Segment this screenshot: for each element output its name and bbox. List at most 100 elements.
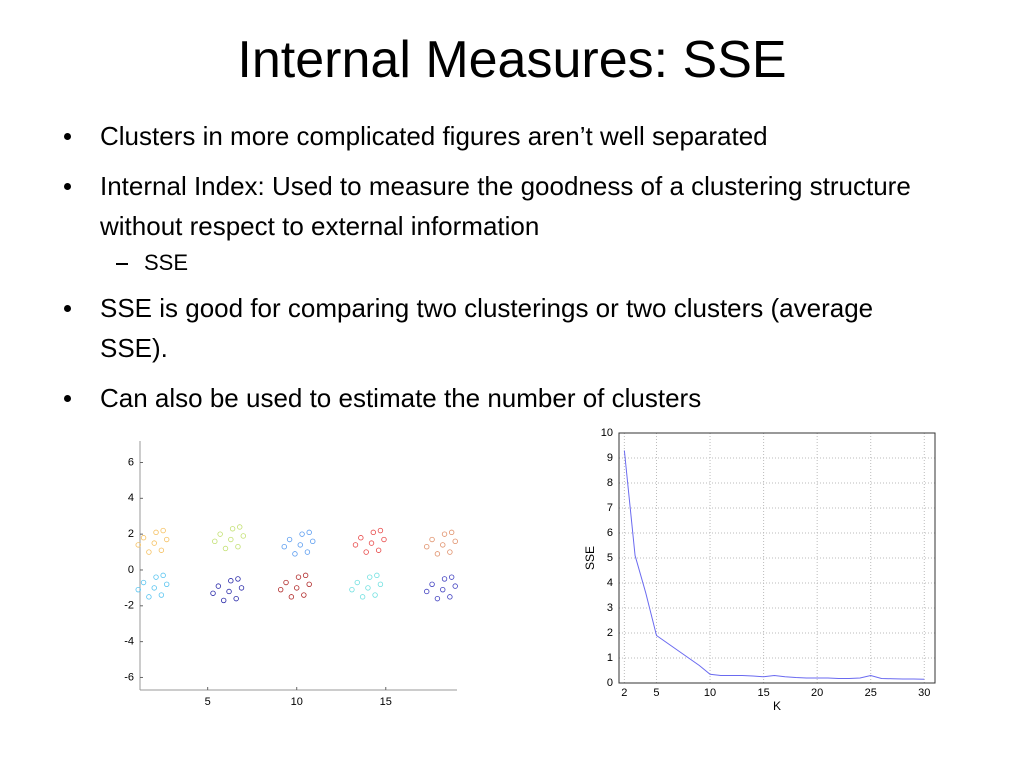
y-tick-label: -2 bbox=[124, 600, 134, 612]
point bbox=[447, 594, 453, 600]
x-tick-label: 10 bbox=[704, 687, 716, 699]
y-tick-label: -6 bbox=[124, 671, 134, 683]
point bbox=[352, 542, 359, 548]
bullet-text: Can also be used to estimate the number … bbox=[100, 383, 702, 413]
point bbox=[375, 547, 382, 553]
point bbox=[237, 524, 243, 530]
point bbox=[288, 594, 295, 600]
point bbox=[277, 586, 284, 593]
point bbox=[448, 574, 455, 580]
point bbox=[286, 536, 293, 543]
bullet-marker bbox=[64, 305, 71, 312]
x-tick-label: 25 bbox=[865, 687, 877, 699]
point bbox=[294, 585, 300, 591]
bullet-text: Internal Index: Used to measure the good… bbox=[100, 171, 911, 241]
y-tick-label: 0 bbox=[607, 677, 613, 689]
point bbox=[235, 543, 241, 550]
point bbox=[140, 579, 147, 586]
point bbox=[140, 535, 147, 541]
y-tick-label: 10 bbox=[601, 427, 613, 439]
point bbox=[377, 581, 384, 588]
point bbox=[359, 594, 366, 600]
point bbox=[447, 549, 453, 555]
bullet-text: Clusters in more complicated figures are… bbox=[100, 121, 768, 151]
point bbox=[215, 583, 222, 589]
point bbox=[229, 526, 236, 532]
x-tick-label: 30 bbox=[918, 687, 930, 699]
point bbox=[441, 576, 448, 582]
point bbox=[304, 549, 311, 555]
y-tick-label: -4 bbox=[124, 636, 134, 648]
y-tick-label: 5 bbox=[607, 552, 613, 564]
x-tick-label: 15 bbox=[380, 696, 392, 708]
point bbox=[310, 538, 316, 545]
point bbox=[358, 535, 364, 541]
sub-bullet: SSE bbox=[100, 248, 960, 278]
bullet-text: SSE is good for comparing two clustering… bbox=[100, 293, 874, 363]
point bbox=[153, 529, 159, 536]
point bbox=[440, 542, 446, 548]
sub-bullet-marker bbox=[116, 263, 128, 265]
y-tick-label: 8 bbox=[607, 477, 613, 489]
point bbox=[354, 579, 360, 586]
point bbox=[240, 533, 246, 539]
x-tick-label: 5 bbox=[653, 687, 659, 699]
point bbox=[146, 549, 152, 555]
point bbox=[424, 588, 430, 595]
bullet-item: Internal Index: Used to measure the good… bbox=[62, 166, 960, 278]
point bbox=[292, 551, 298, 557]
point bbox=[434, 595, 441, 602]
point bbox=[228, 578, 234, 584]
point bbox=[299, 531, 305, 537]
point bbox=[424, 543, 430, 550]
point bbox=[370, 529, 376, 536]
point bbox=[368, 540, 375, 546]
point bbox=[217, 531, 223, 537]
slide-title: Internal Measures: SSE bbox=[237, 31, 787, 89]
point bbox=[349, 586, 355, 593]
point bbox=[160, 527, 166, 534]
x-tick-label: 5 bbox=[205, 696, 211, 708]
bullet-list: Clusters in more complicated figures are… bbox=[62, 116, 962, 428]
bullet-item: SSE is good for comparing two clustering… bbox=[62, 288, 900, 368]
point bbox=[381, 536, 387, 543]
y-tick-label: 2 bbox=[607, 627, 613, 639]
point bbox=[151, 540, 157, 546]
point bbox=[210, 590, 216, 596]
x-tick-label: 15 bbox=[757, 687, 769, 699]
point bbox=[429, 581, 435, 588]
point bbox=[374, 572, 380, 579]
point bbox=[372, 592, 378, 598]
x-axis-label: K bbox=[773, 699, 781, 713]
y-tick-label: 3 bbox=[607, 602, 613, 614]
bullet-item: Clusters in more complicated figures are… bbox=[62, 116, 960, 156]
y-tick-label: 6 bbox=[128, 456, 134, 468]
point bbox=[222, 545, 229, 552]
point bbox=[151, 585, 157, 591]
point bbox=[135, 586, 141, 593]
y-tick-label: 0 bbox=[128, 564, 134, 576]
y-tick-label: 4 bbox=[128, 492, 134, 504]
point bbox=[297, 542, 303, 548]
y-tick-label: 1 bbox=[607, 652, 613, 664]
plot-frame bbox=[618, 432, 936, 684]
point bbox=[306, 529, 312, 536]
point bbox=[146, 594, 152, 600]
y-tick-label: 2 bbox=[128, 528, 134, 540]
point bbox=[377, 527, 384, 534]
point bbox=[301, 592, 307, 598]
point bbox=[235, 576, 241, 582]
bullet-marker bbox=[64, 395, 71, 402]
point bbox=[238, 585, 245, 591]
point bbox=[221, 597, 227, 604]
point bbox=[434, 551, 441, 557]
line bbox=[623, 450, 925, 680]
point bbox=[302, 572, 309, 579]
point bbox=[153, 574, 159, 580]
y-tick-label: 6 bbox=[607, 527, 613, 539]
point bbox=[452, 538, 458, 545]
point bbox=[306, 581, 312, 588]
point bbox=[363, 549, 369, 555]
